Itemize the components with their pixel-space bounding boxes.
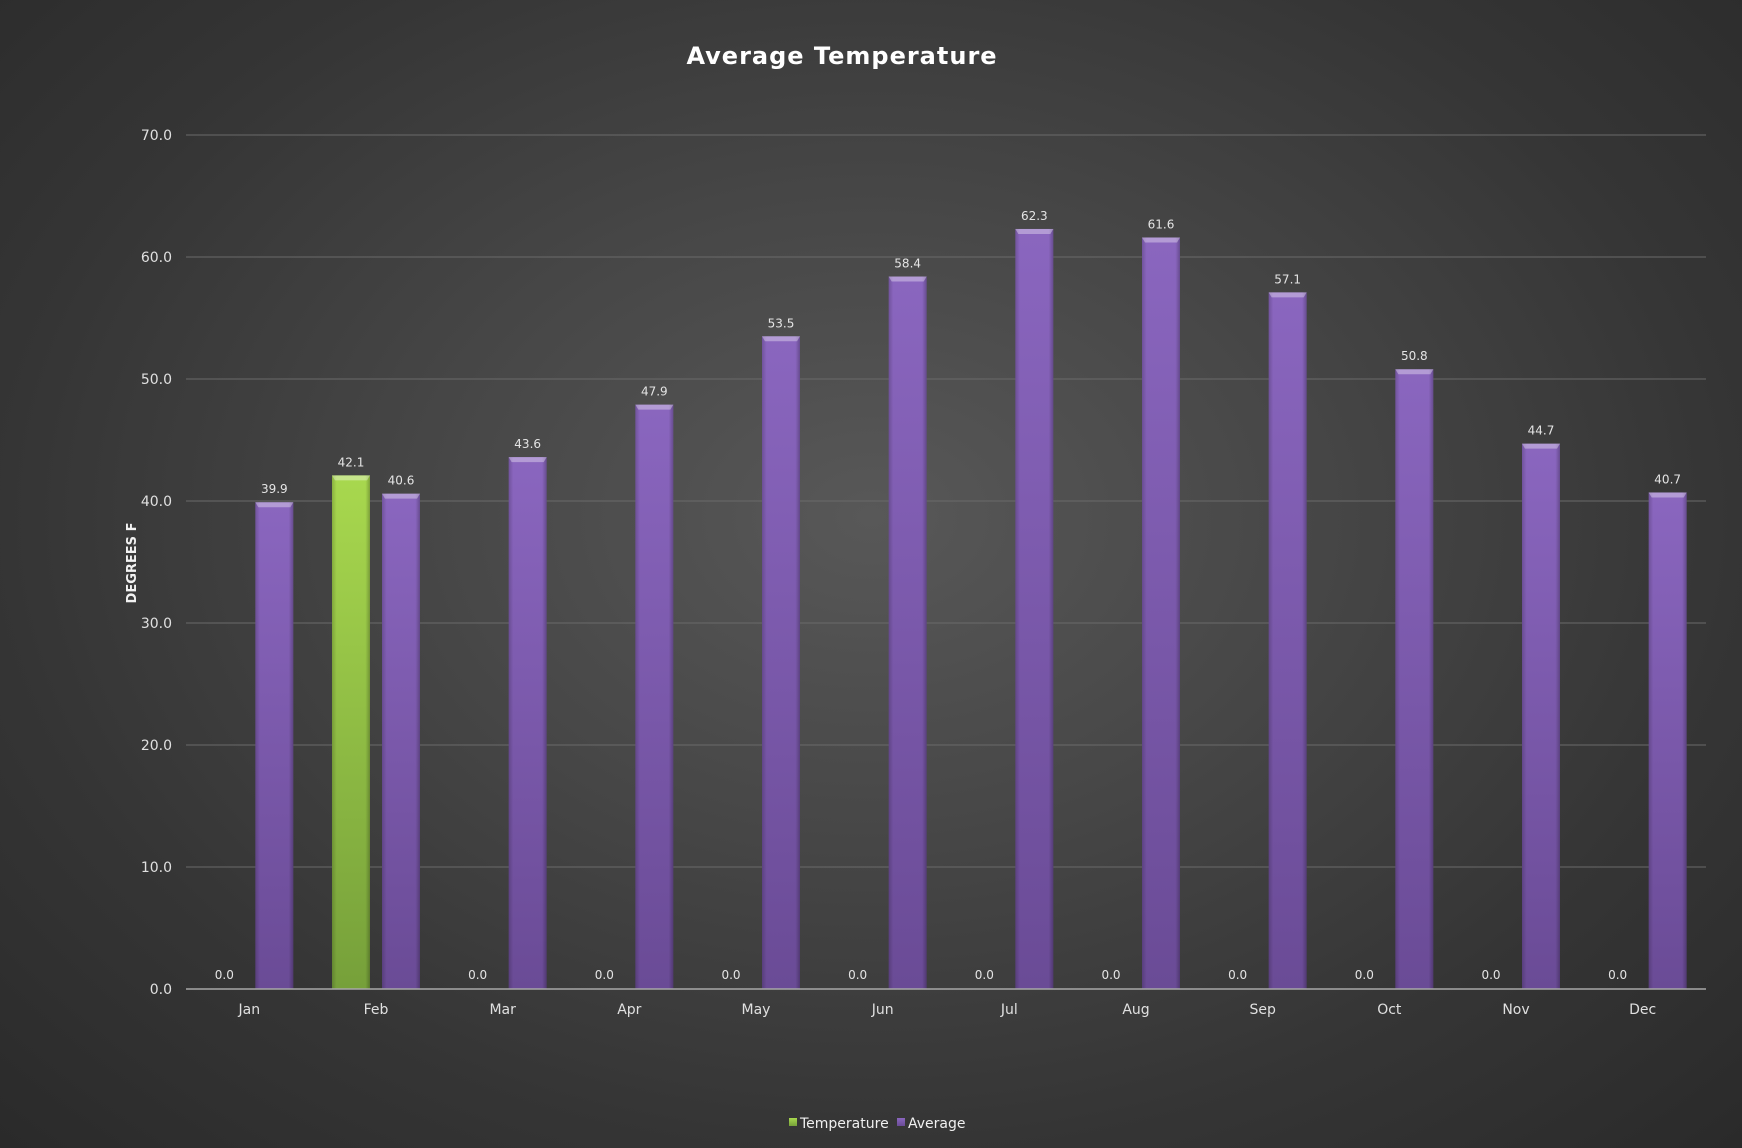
y-tick-label: 0.0: [150, 982, 172, 998]
data-labels: 0.0 39.9 42.1 40.6 0.0 43.6 0.0 47.9 0.0 53.5 0.0 5…: [215, 209, 1681, 982]
data-label-average: 50.8: [1401, 349, 1428, 363]
bar-shade-average: [1142, 237, 1180, 990]
bar-bevel-average: [1648, 492, 1687, 498]
x-tick-label: Apr: [617, 1002, 641, 1018]
data-label-temperature: 0.0: [468, 968, 487, 982]
data-label-temperature: 42.1: [338, 455, 365, 469]
data-label-temperature: 0.0: [1608, 968, 1627, 982]
bar-bevel-average: [888, 276, 927, 282]
data-label-average: 40.6: [388, 474, 415, 488]
y-tick-label: 40.0: [141, 494, 172, 510]
bar-shade-average: [762, 336, 800, 989]
bar-bevel-average: [1395, 369, 1434, 375]
data-label-temperature: 0.0: [975, 968, 994, 982]
x-tick-label: Feb: [364, 1002, 389, 1018]
bar-bevel-average: [635, 404, 674, 410]
legend-label-average: Average: [908, 1116, 966, 1132]
bar-bevel-temperature: [332, 475, 370, 481]
data-label-temperature: 0.0: [1355, 968, 1374, 982]
bar-shade-average: [1015, 228, 1054, 989]
data-label-temperature: 0.0: [1101, 968, 1120, 982]
bar-shade-average: [1268, 292, 1307, 989]
bar-bevel-average: [382, 493, 420, 499]
bar-shade-average: [1522, 443, 1560, 989]
data-label-average: 39.9: [261, 482, 288, 496]
y-axis-title: DEGREES F: [125, 523, 140, 604]
data-label-temperature: 0.0: [848, 968, 867, 982]
data-label-temperature: 0.0: [1228, 968, 1247, 982]
x-tick-label: Jul: [1000, 1002, 1018, 1018]
data-label-average: 58.4: [894, 257, 921, 271]
bar-bevel-average: [1268, 292, 1307, 298]
bar-shade-average: [255, 502, 294, 989]
bar-shade-average: [1395, 369, 1434, 989]
bar-bevel-average: [762, 336, 800, 342]
data-label-average: 40.7: [1654, 472, 1681, 486]
x-tick-label: May: [742, 1002, 771, 1018]
y-tick-label: 20.0: [141, 738, 172, 754]
y-tick-label: 30.0: [141, 616, 172, 632]
x-tick-label: Jun: [871, 1002, 894, 1018]
x-tick-label: Nov: [1502, 1002, 1529, 1018]
bar-shade-average: [508, 457, 547, 990]
bar-bevel-average: [1142, 237, 1180, 243]
data-label-temperature: 0.0: [721, 968, 740, 982]
x-tick-label: Sep: [1249, 1002, 1276, 1018]
bar-bevel-average: [1522, 443, 1560, 449]
y-tick-label: 10.0: [141, 860, 172, 876]
x-tick-label: Oct: [1377, 1002, 1402, 1018]
x-tick-label: Aug: [1122, 1002, 1149, 1018]
x-axis-ticks: Jan Feb Mar Apr May Jun Jul Aug Sep Oct Nov Dec: [238, 1002, 1657, 1018]
data-label-average: 61.6: [1148, 217, 1175, 231]
legend-swatch-temperature: [789, 1118, 797, 1126]
data-label-average: 44.7: [1528, 424, 1555, 438]
data-label-average: 62.3: [1021, 209, 1048, 223]
legend-label-temperature: Temperature: [799, 1116, 889, 1132]
bars: [255, 228, 1687, 990]
data-label-average: 53.5: [768, 316, 795, 330]
bar-shade-average: [888, 276, 927, 989]
gridlines: [186, 134, 1706, 868]
legend-swatch-average: [897, 1118, 905, 1126]
data-label-temperature: 0.0: [215, 968, 234, 982]
x-tick-label: Jan: [238, 1002, 261, 1018]
bar-bevel-average: [255, 502, 294, 508]
legend-item-temperature: Temperature: [789, 1116, 889, 1132]
data-label-temperature: 0.0: [1481, 968, 1500, 982]
chart-title: Average Temperature: [686, 42, 997, 70]
bar-bevel-average: [508, 457, 547, 463]
data-label-average: 57.1: [1274, 272, 1301, 286]
x-tick-label: Mar: [489, 1002, 516, 1018]
y-tick-label: 60.0: [141, 250, 172, 266]
data-label-temperature: 0.0: [595, 968, 614, 982]
data-label-average: 43.6: [514, 437, 541, 451]
bar-shade-average: [1648, 492, 1687, 989]
bar-shade-average: [635, 404, 674, 989]
y-tick-label: 70.0: [141, 128, 172, 144]
data-label-average: 47.9: [641, 385, 668, 399]
bar-shade-temperature: [332, 475, 370, 989]
bar-bevel-average: [1015, 228, 1054, 234]
y-axis-ticks: 0.0 10.0 20.0 30.0 40.0 50.0 60.0 70.0: [141, 128, 172, 998]
legend-item-average: Average: [897, 1116, 966, 1132]
y-tick-label: 50.0: [141, 372, 172, 388]
legend: Temperature Average: [789, 1116, 966, 1132]
x-tick-label: Dec: [1629, 1002, 1656, 1018]
bar-shade-average: [382, 493, 420, 989]
